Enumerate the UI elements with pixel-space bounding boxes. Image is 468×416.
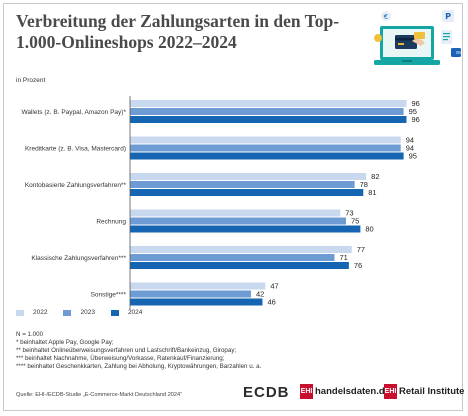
retail-institute-logo: EHI Retail Institute [384, 384, 464, 399]
data-label-2023: 94 [406, 144, 414, 153]
bar-2023 [130, 181, 355, 188]
legend: 2022 2023 2024 [16, 309, 142, 316]
data-label-2023: 95 [409, 107, 417, 116]
paypal-icon: P [442, 10, 454, 22]
data-label-2022: 82 [371, 172, 379, 181]
data-label-2022: 94 [406, 136, 414, 145]
handelsdaten-logo: EHI handelsdaten.de [300, 384, 390, 399]
data-label-2022: 47 [270, 282, 278, 291]
footnote-2: ** beinhaltet Onlineüberweisungsverfahre… [16, 347, 237, 354]
data-label-2022: 96 [411, 99, 419, 108]
footnotes: N = 1.000 * beinhaltet Apple Pay, Google… [16, 331, 261, 371]
data-label-2023: 78 [360, 180, 368, 189]
svg-text:P: P [445, 12, 451, 21]
data-label-2023: 75 [351, 217, 359, 226]
data-label-2023: 71 [339, 253, 347, 262]
chart-title: Verbreitung der Zahlungsarten in den Top… [16, 11, 340, 52]
legend-item-2024: 2024 [110, 309, 143, 316]
bar-2023 [130, 108, 404, 115]
category-label: Klassische Zahlungsverfahren*** [31, 255, 126, 262]
bar-2022 [130, 173, 367, 180]
data-label-2022: 73 [345, 209, 353, 218]
data-label-2024: 96 [411, 115, 419, 124]
ehi-mark: EHI [300, 384, 313, 399]
category-label: Wallets (z. B. Paypal, Amazon Pay)* [21, 109, 126, 116]
footnote-sample-size: N = 1.000 [16, 331, 44, 338]
bar-2022 [130, 282, 266, 290]
chart-frame [3, 3, 463, 411]
wallet-icon [451, 48, 461, 57]
bar-2023 [130, 217, 346, 225]
data-label-2024: 81 [368, 188, 376, 197]
bar-2022 [130, 209, 341, 217]
bar-2024 [130, 152, 404, 160]
data-label-2024: 46 [267, 298, 275, 307]
bar-2024 [130, 262, 349, 269]
legend-swatch-2023 [63, 309, 72, 316]
legend-item-2023: 2023 [63, 309, 95, 316]
bar-2024 [130, 225, 361, 233]
bar-2023 [130, 254, 335, 261]
ehi-mark-2: EHI [384, 384, 397, 399]
bar-2024 [130, 116, 407, 123]
legend-swatch-2022 [16, 309, 24, 316]
credit-card-icon [395, 35, 417, 49]
retail-institute-text: Retail Institute [399, 386, 465, 397]
svg-text:€: € [384, 13, 388, 21]
legend-label-2022: 2022 [33, 309, 48, 316]
handelsdaten-text: handelsdaten.de [315, 386, 390, 397]
laptop-payment-illustration: P € [374, 10, 461, 65]
source-note: Quelle: EHI-/ECDB-Studie „E-Commerce-Mar… [16, 392, 183, 398]
bar-2022 [130, 100, 407, 107]
euro-icon: € [381, 11, 391, 21]
bar-2023 [130, 144, 401, 152]
unit-label: in Prozent [16, 77, 46, 84]
bar-2024 [130, 189, 364, 196]
data-label-2024: 95 [409, 152, 417, 161]
bar-2023 [130, 290, 251, 298]
footnote-3: *** beinhaltet Nachnahme, Überweisung/Vo… [16, 355, 225, 362]
bar-2024 [130, 298, 263, 306]
footnote-1: * beinhaltet Apple Pay, Google Pay; [16, 339, 114, 346]
legend-label-2024: 2024 [127, 309, 143, 316]
category-label: Kreditkarte (z. B. Visa, Mastercard) [25, 145, 126, 152]
category-label: Rechnung [96, 218, 126, 225]
data-label-2024: 80 [365, 225, 373, 234]
footnote-4: **** beinhaltet Geschenkkarten, Zahlung … [16, 363, 262, 370]
category-label: Sonstige**** [91, 291, 127, 298]
coin-icon [374, 34, 382, 42]
hand-card-icon [412, 32, 425, 46]
category-label: Kontobasierte Zahlungsverfahren** [25, 182, 127, 189]
bar-2022 [130, 136, 401, 144]
legend-swatch-2024 [110, 309, 119, 316]
data-label-2022: 77 [357, 245, 365, 254]
legend-item-2022: 2022 [16, 309, 47, 316]
ecdb-logo: ECDB [243, 384, 290, 401]
receipt-icon [441, 30, 452, 44]
data-label-2023: 42 [256, 290, 264, 299]
legend-label-2023: 2023 [80, 309, 95, 316]
data-label-2024: 76 [354, 261, 362, 270]
bar-2022 [130, 246, 352, 253]
